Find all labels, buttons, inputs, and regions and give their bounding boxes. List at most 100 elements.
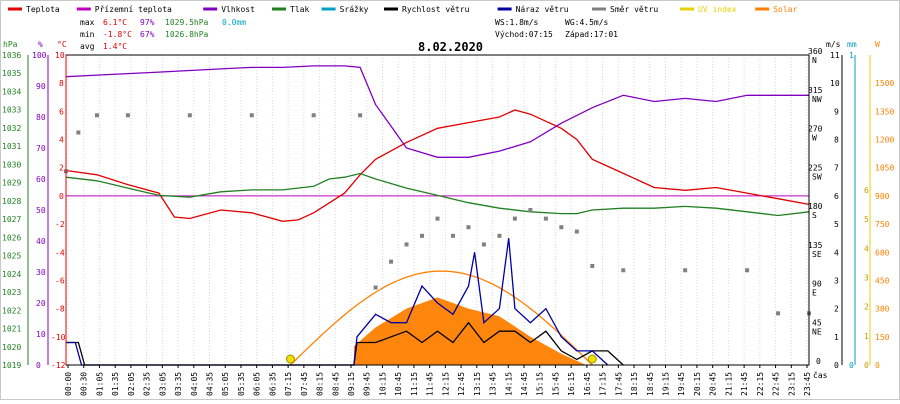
x-tick-label-28: 14:15 (504, 372, 513, 396)
stat-max-temp: 6.1°C (103, 18, 127, 27)
temperature-tick-10: -10 (51, 333, 66, 342)
wind-dir-point-2 (94, 113, 99, 118)
wind-dir-point-10 (404, 242, 409, 247)
stat-min-label: min (80, 30, 95, 39)
pressure-tick-2: 1034 (2, 87, 21, 96)
solar-tick-5: 750 (875, 220, 890, 229)
pressure-tick-4: 1032 (2, 124, 21, 133)
x-tick-label-42: 21:15 (724, 372, 733, 396)
x-tick-label-29: 14:45 (520, 372, 529, 396)
pressure-tick-3: 1033 (2, 106, 21, 115)
x-tick-label-22: 11:15 (410, 372, 419, 396)
chart-title: 8.02.2020 (418, 40, 483, 54)
humidity-tick-2: 80 (36, 113, 46, 122)
x-tick-label-30: 15:15 (536, 372, 545, 396)
wind-dir-tick-5: 135 (808, 241, 823, 250)
unit-pct: % (38, 40, 43, 49)
unit-w: W (875, 40, 880, 49)
solar-measured-area (353, 297, 587, 365)
wind-speed-tick-3: 8 (834, 136, 839, 145)
wind-dir-point-5 (249, 113, 254, 118)
humidity-tick-9: 10 (36, 330, 46, 339)
legend-label-6: Náraz větru (516, 5, 569, 14)
x-tick-label-5: 02:35 (143, 372, 152, 396)
x-tick-label-25: 12:45 (457, 372, 466, 396)
pressure-tick-13: 1023 (2, 288, 21, 297)
unit-ms: m/s (826, 40, 841, 49)
temperature-tick-8: -6 (55, 276, 65, 285)
wind-dir-tick-1: 315 (808, 86, 823, 95)
x-axis-label: čas (813, 370, 828, 380)
wind-dir-tick-4: 180 (808, 202, 823, 211)
x-tick-label-21: 10:45 (394, 372, 403, 396)
x-tick-label-26: 13:15 (473, 372, 482, 396)
wind-wg: WG:4.5m/s (565, 18, 609, 27)
solar-tick-4: 900 (875, 192, 890, 201)
wind-dir-point-7 (358, 113, 363, 118)
solar-theoretical-line (289, 270, 593, 366)
legend-label-5: Rychlost větru (402, 5, 470, 14)
wind-speed-tick-9: 2 (834, 305, 839, 314)
stat-max-rain: 0.0mm (222, 18, 246, 27)
wind-speed-tick-0: 11 (830, 51, 840, 60)
sunrise-text: Východ:07:15 (495, 30, 553, 39)
x-tick-label-1: 00:30 (80, 372, 89, 396)
x-tick-label-2: 01:05 (95, 372, 104, 396)
wind-dir-point-24 (683, 268, 688, 273)
x-tick-label-13: 06:35 (268, 372, 277, 396)
x-tick-label-3: 01:35 (111, 372, 120, 396)
x-tick-label-36: 18:15 (630, 372, 639, 396)
wind-dir-label-0: N (812, 56, 817, 65)
wind-dir-point-19 (543, 216, 548, 221)
x-tick-label-31: 15:45 (551, 372, 560, 396)
wind-dir-point-22 (590, 263, 595, 268)
wind-dir-point-11 (420, 233, 425, 238)
temperature-tick-0: 10 (55, 51, 65, 60)
stat-min-hum: 67% (140, 30, 155, 39)
temperature-tick-7: -4 (55, 248, 65, 257)
x-tick-label-11: 05:35 (237, 372, 246, 396)
uv-tick-6: 0 (864, 361, 869, 370)
uv-tick-5: 1 (864, 332, 869, 341)
stat-min-temp: -1.8°C (103, 30, 132, 39)
humidity-tick-8: 20 (36, 299, 46, 308)
rain-tick-1: 0 (849, 361, 854, 370)
x-tick-label-43: 21:45 (740, 372, 749, 396)
x-tick-label-8: 04:05 (190, 372, 199, 396)
series-line-0 (65, 109, 810, 222)
x-tick-label-37: 18:45 (646, 372, 655, 396)
pressure-tick-17: 1019 (2, 361, 21, 370)
plot-area (64, 55, 811, 366)
legend-label-0: Teplota (26, 5, 60, 14)
x-tick-label-40: 20:15 (693, 372, 702, 396)
series-line-2 (65, 172, 810, 217)
temperature-tick-9: -8 (55, 305, 65, 314)
wind-dir-label-3: SW (812, 172, 822, 181)
x-tick-label-20: 10:15 (378, 372, 387, 396)
wind-dir-point-20 (559, 225, 564, 230)
series-line-4 (66, 238, 609, 366)
wind-dir-tick-7: 45 (812, 318, 822, 327)
wind-speed-tick-1: 10 (830, 79, 840, 88)
wind-dir-point-16 (497, 233, 502, 238)
wind-speed-tick-6: 5 (834, 220, 839, 229)
x-tick-label-16: 08:15 (316, 372, 325, 396)
wind-dir-point-14 (466, 225, 471, 230)
legend-label-9: Solar (773, 5, 797, 14)
temperature-tick-5: 0 (59, 192, 64, 201)
x-tick-label-14: 07:15 (284, 372, 293, 396)
wind-dir-tick-8: 0 (816, 357, 821, 366)
uv-tick-3: 3 (864, 274, 869, 283)
rain-tick-0: 1 (849, 51, 854, 60)
x-tick-label-24: 12:15 (441, 372, 450, 396)
wind-ws: WS:1.8m/s (495, 18, 539, 27)
solar-tick-2: 1200 (875, 136, 894, 145)
pressure-tick-7: 1029 (2, 179, 21, 188)
pressure-tick-5: 1031 (2, 142, 21, 151)
solar-tick-7: 450 (875, 276, 890, 285)
wind-dir-label-7: NE (812, 327, 822, 336)
stat-avg-temp: 1.4°C (103, 42, 127, 51)
solar-tick-8: 300 (875, 305, 890, 314)
